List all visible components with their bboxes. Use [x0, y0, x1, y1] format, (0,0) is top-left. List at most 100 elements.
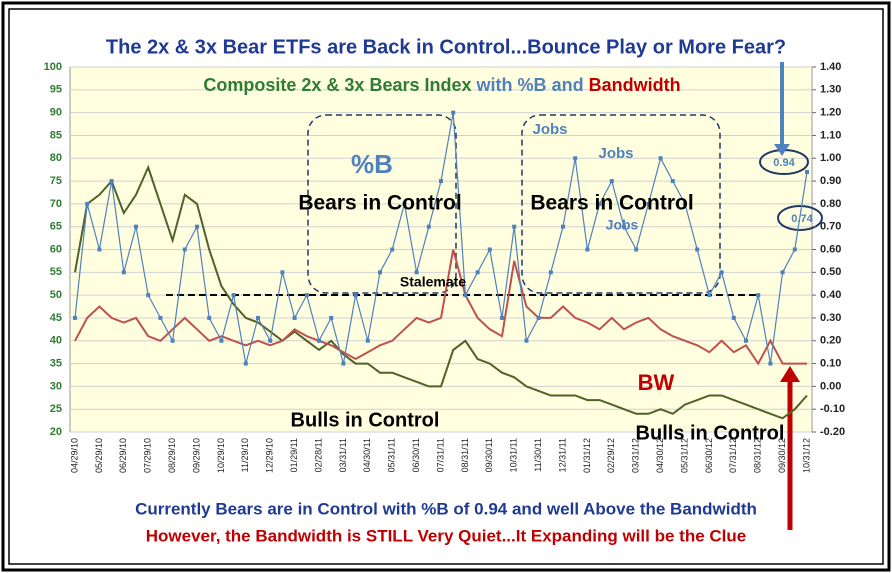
point [744, 338, 748, 343]
annotation: BW [638, 370, 675, 395]
y-tick-label: 20 [50, 426, 62, 438]
x-tick-label: 12/31/11 [557, 438, 567, 472]
point [573, 156, 578, 161]
annotation: Bulls in Control [291, 409, 440, 431]
point [475, 270, 480, 275]
annotation: 0.74 [791, 213, 813, 225]
point [695, 247, 700, 252]
x-tick-label: 10/31/11 [509, 438, 519, 472]
x-tick-label: 01/29/11 [289, 438, 299, 472]
point [512, 224, 517, 229]
y2-tick-label: -0.10 [820, 403, 845, 415]
point [670, 179, 675, 184]
x-tick-label: 07/31/11 [435, 438, 445, 472]
x-tick-label: 03/31/11 [338, 438, 348, 472]
x-tick-label: 01/31/12 [582, 438, 592, 473]
y-tick-label: 95 [50, 84, 62, 96]
x-tick-label: 11/29/10 [240, 438, 250, 472]
x-tick-label: 07/31/12 [728, 438, 738, 473]
annotation: Jobs [532, 121, 567, 138]
y2-tick-label: 0.20 [820, 335, 841, 347]
point [561, 224, 565, 229]
point [97, 247, 102, 252]
x-tick-label: 02/29/12 [606, 438, 616, 473]
point [451, 110, 456, 115]
x-tick-label: 03/31/12 [631, 438, 641, 473]
point [231, 293, 236, 298]
point [646, 201, 651, 206]
point [487, 247, 492, 252]
y2-tick-label: 1.40 [820, 61, 841, 73]
y2-tick-label: 1.10 [820, 129, 841, 141]
y2-tick-label: 0.40 [820, 289, 841, 301]
callout [777, 205, 823, 231]
point [243, 361, 248, 366]
x-tick-label: 06/30/12 [704, 438, 714, 473]
y-tick-label: 40 [50, 335, 62, 347]
point [170, 338, 175, 343]
point [731, 315, 736, 320]
point [622, 224, 626, 229]
point [341, 361, 346, 366]
point [402, 201, 407, 206]
point [805, 169, 809, 174]
point [609, 179, 614, 184]
y-tick-label: 50 [50, 289, 62, 301]
y-tick-label: 90 [50, 107, 62, 119]
x-tick-label: 09/30/11 [484, 438, 494, 472]
point [182, 247, 187, 252]
point [280, 270, 285, 275]
x-tick-label: 08/31/12 [753, 438, 763, 473]
y2-tick-label: 1.30 [820, 84, 841, 96]
point [414, 270, 419, 275]
point [378, 270, 382, 275]
point [500, 315, 504, 320]
x-tick-label: 10/29/10 [216, 438, 226, 473]
legend-entry: Composite 2x & 3x Bears Index [203, 75, 471, 95]
point [109, 179, 114, 184]
point [585, 247, 590, 252]
subtitle: Composite 2x & 3x Bears Index with %B an… [203, 75, 680, 95]
box [521, 114, 721, 294]
x-tick-label: 04/29/10 [69, 438, 79, 473]
y2-tick-label: 1.20 [820, 107, 841, 119]
y2-tick-label: 0.00 [820, 380, 841, 392]
point [146, 293, 151, 298]
point [304, 293, 309, 298]
series-line [74, 164, 808, 420]
point [195, 224, 199, 229]
series-line [74, 249, 807, 366]
y-tick-label: 60 [50, 243, 62, 255]
x-tick-label: 08/29/10 [167, 438, 177, 473]
point [353, 293, 358, 298]
point [524, 338, 529, 343]
point [719, 270, 724, 275]
x-tick-label: 02/28/11 [313, 438, 323, 472]
annotation: Bears in Control [298, 192, 461, 215]
point [121, 270, 126, 275]
y2-tick-label: 0.10 [820, 357, 841, 369]
point [634, 247, 639, 252]
legend-entry: and [552, 75, 584, 95]
annotation: Jobs [598, 145, 633, 162]
y2-tick-label: 0.80 [820, 198, 841, 210]
point [658, 156, 663, 161]
annotation: %B [351, 149, 393, 179]
y2-tick-label: 0.90 [820, 175, 841, 187]
point [329, 315, 334, 320]
x-tick-label: 10/31/12 [801, 438, 811, 473]
point [780, 270, 785, 275]
inner-frame [8, 8, 884, 565]
y2-tick-label: 1.00 [820, 152, 841, 164]
y-tick-label: 55 [50, 266, 62, 278]
point [463, 293, 468, 298]
legend-entry: %B [518, 75, 547, 95]
point [536, 315, 541, 320]
footer: However, the Bandwidth is STILL Very Qui… [146, 526, 746, 545]
point [597, 201, 602, 206]
y2-tick-label: 0.70 [820, 221, 841, 233]
y-tick-label: 45 [50, 312, 62, 324]
point [548, 270, 553, 275]
y-tick-label: 75 [50, 175, 62, 187]
x-tick-label: 09/29/10 [191, 438, 201, 473]
